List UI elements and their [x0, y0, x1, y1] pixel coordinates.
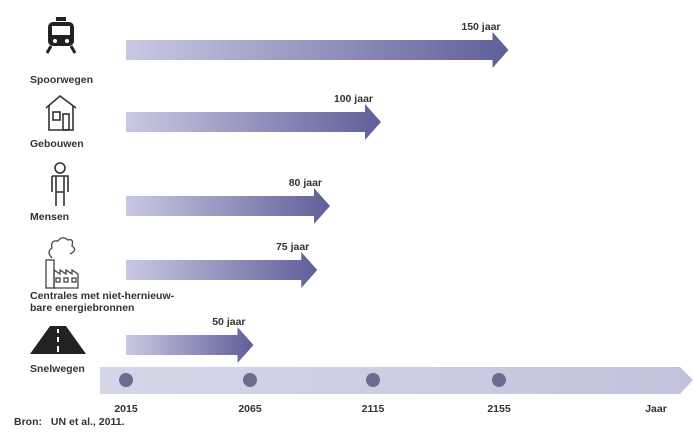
source-note: Bron: UN et al., 2011. — [14, 416, 130, 428]
timeline-axis-bar — [100, 367, 693, 394]
row-label-snelwegen: Snelwegen — [30, 363, 85, 375]
axis-dot-2065 — [243, 373, 257, 387]
duration-label-gebouwen: 100 jaar — [334, 93, 373, 105]
axis-tick-label-2065: 2065 — [238, 403, 262, 415]
duration-label-snelwegen: 50 jaar — [212, 316, 245, 328]
source-label: Bron: — [14, 416, 42, 428]
source-text: UN et al., 2011. — [50, 416, 125, 428]
duration-arrow-snelwegen — [126, 327, 254, 363]
house-icon — [45, 94, 77, 131]
row-label-mensen: Mensen — [30, 211, 69, 223]
duration-arrow-spoorwegen — [126, 32, 509, 68]
duration-label-spoorwegen: 150 jaar — [461, 21, 500, 33]
duration-label-centrales: 75 jaar — [276, 241, 309, 253]
duration-arrow-gebouwen — [126, 104, 381, 140]
duration-arrow-mensen — [126, 188, 330, 224]
axis-dot-2155 — [492, 373, 506, 387]
train-icon — [45, 17, 77, 54]
person-icon — [51, 162, 69, 206]
duration-label-mensen: 80 jaar — [289, 177, 322, 189]
duration-arrow-centrales — [126, 252, 318, 288]
axis-tick-label-2015: 2015 — [114, 403, 138, 415]
axis-tick-label-2115: 2115 — [362, 403, 385, 415]
axis-tick-label-2155: 2155 — [487, 403, 511, 415]
axis-dot-2115 — [366, 373, 380, 387]
row-label-spoorwegen: Spoorwegen — [30, 74, 93, 86]
row-label-centrales-line1: Centrales met niet-hernieuw- — [30, 290, 175, 302]
row-label-centrales-line2: bare energiebronnen — [30, 302, 134, 314]
road-icon — [30, 326, 86, 354]
power-plant-icon — [45, 237, 79, 289]
axis-end-label: Jaar — [645, 403, 667, 415]
row-label-gebouwen: Gebouwen — [30, 138, 84, 150]
axis-dot-2015 — [119, 373, 133, 387]
